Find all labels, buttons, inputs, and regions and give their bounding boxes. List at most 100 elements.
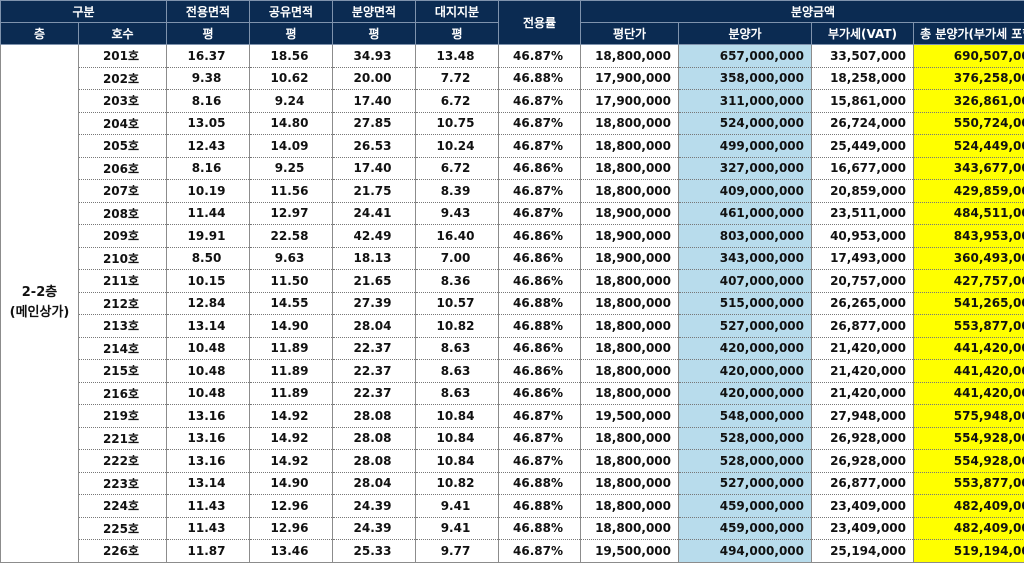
table-row: 223호 13.14 14.90 28.04 10.82 46.88% 18,800,000… (1, 472, 1024, 495)
unit-cell: 201호 (78, 44, 167, 68)
exclusive-area-cell: 10.48 (166, 382, 250, 405)
unit-cell: 204호 (78, 112, 167, 135)
usage-ratio-cell: 46.87% (498, 44, 581, 68)
shared-area-cell: 9.24 (249, 89, 333, 113)
price-per-pyeong-cell: 18,800,000 (580, 337, 679, 360)
land-share-cell: 10.75 (415, 112, 499, 135)
vat-cell: 25,449,000 (811, 134, 914, 158)
vat-cell: 23,409,000 (811, 494, 914, 518)
sale-price-cell: 327,000,000 (678, 157, 812, 180)
sale-area-cell: 26.53 (332, 134, 416, 158)
vat-cell: 26,928,000 (811, 449, 914, 473)
price-per-pyeong-cell: 18,800,000 (580, 134, 679, 158)
price-per-pyeong-cell: 18,800,000 (580, 449, 679, 473)
sale-price-cell: 803,000,000 (678, 224, 812, 248)
usage-ratio-cell: 46.86% (498, 157, 581, 180)
vat-cell: 21,420,000 (811, 382, 914, 405)
table-row: 209호 19.91 22.58 42.49 16.40 46.86% 18,900,000… (1, 224, 1024, 248)
land-share-cell: 9.41 (415, 517, 499, 540)
sale-area-cell: 24.39 (332, 517, 416, 540)
table-row: 219호 13.16 14.92 28.08 10.84 46.87% 19,500,000… (1, 404, 1024, 428)
header-sale-amount: 분양금액 (579, 0, 1024, 23)
total-price-cell: 441,420,000 (912, 382, 1024, 405)
exclusive-area-cell: 9.38 (166, 67, 250, 90)
shared-area-cell: 12.97 (249, 202, 333, 225)
exclusive-area-cell: 11.44 (166, 202, 250, 225)
sale-area-cell: 21.75 (332, 179, 416, 203)
total-price-cell: 360,493,000 (912, 247, 1024, 270)
unit-cell: 223호 (78, 472, 167, 495)
shared-area-cell: 9.63 (249, 247, 333, 270)
shared-area-cell: 18.56 (249, 44, 333, 68)
price-per-pyeong-cell: 18,800,000 (580, 427, 679, 450)
vat-cell: 20,859,000 (811, 179, 914, 203)
sale-price-cell: 358,000,000 (678, 67, 812, 90)
exclusive-area-cell: 10.48 (166, 337, 250, 360)
exclusive-area-cell: 12.84 (166, 292, 250, 315)
total-price-cell: 550,724,000 (912, 112, 1024, 135)
sale-price-cell: 548,000,000 (678, 404, 812, 428)
header-category: 구분 (0, 0, 167, 23)
price-per-pyeong-cell: 18,800,000 (580, 179, 679, 203)
sale-area-cell: 21.65 (332, 269, 416, 293)
header-row-2: 층 호수 평 평 평 평 평단가 분양가 부가세(VAT) 총 분양가(부가세 … (0, 22, 1024, 45)
total-price-cell: 484,511,000 (912, 202, 1024, 225)
sale-price-cell: 420,000,000 (678, 382, 812, 405)
table-row: 202호 9.38 10.62 20.00 7.72 46.88% 17,900,000 35… (1, 67, 1024, 90)
vat-cell: 25,194,000 (811, 539, 914, 563)
unit-cell: 226호 (78, 539, 167, 563)
sale-area-cell: 24.39 (332, 494, 416, 518)
price-per-pyeong-cell: 17,900,000 (580, 67, 679, 90)
usage-ratio-cell: 46.88% (498, 494, 581, 518)
table-row: 215호 10.48 11.89 22.37 8.63 46.86% 18,800,000 4… (1, 359, 1024, 383)
price-per-pyeong-cell: 18,900,000 (580, 224, 679, 248)
table-row: 208호 11.44 12.97 24.41 9.43 46.87% 18,900,000 4… (1, 202, 1024, 225)
unit-cell: 213호 (78, 314, 167, 338)
sale-price-cell: 407,000,000 (678, 269, 812, 293)
sale-area-cell: 25.33 (332, 539, 416, 563)
usage-ratio-cell: 46.88% (498, 472, 581, 495)
vat-cell: 27,948,000 (811, 404, 914, 428)
header-total: 총 분양가(부가세 포함) (912, 22, 1024, 45)
table-row: 226호 11.87 13.46 25.33 9.77 46.87% 19,500,000 4… (1, 539, 1024, 563)
usage-ratio-cell: 46.87% (498, 134, 581, 158)
sale-area-cell: 42.49 (332, 224, 416, 248)
vat-cell: 33,507,000 (811, 44, 914, 68)
price-per-pyeong-cell: 19,500,000 (580, 404, 679, 428)
table-row: 224호 11.43 12.96 24.39 9.41 46.88% 18,800,000 4… (1, 494, 1024, 518)
usage-ratio-cell: 46.88% (498, 292, 581, 315)
land-share-cell: 9.43 (415, 202, 499, 225)
shared-area-cell: 14.90 (249, 314, 333, 338)
land-share-cell: 8.63 (415, 359, 499, 383)
exclusive-area-cell: 13.05 (166, 112, 250, 135)
sale-price-cell: 499,000,000 (678, 134, 812, 158)
total-price-cell: 482,409,000 (912, 494, 1024, 518)
vat-cell: 21,420,000 (811, 359, 914, 383)
price-per-pyeong-cell: 18,800,000 (580, 359, 679, 383)
unit-cell: 206호 (78, 157, 167, 180)
table-row: 213호 13.14 14.90 28.04 10.82 46.88% 18,800,000… (1, 314, 1024, 338)
table-row: 210호 8.50 9.63 18.13 7.00 46.86% 18,900,000 343… (1, 247, 1024, 270)
total-price-cell: 519,194,000 (912, 539, 1024, 563)
shared-area-cell: 14.92 (249, 427, 333, 450)
vat-cell: 26,265,000 (811, 292, 914, 315)
sale-area-cell: 27.39 (332, 292, 416, 315)
sale-price-cell: 420,000,000 (678, 359, 812, 383)
shared-area-cell: 11.56 (249, 179, 333, 203)
usage-ratio-cell: 46.86% (498, 247, 581, 270)
land-share-cell: 9.77 (415, 539, 499, 563)
land-share-cell: 8.39 (415, 179, 499, 203)
exclusive-area-cell: 13.16 (166, 404, 250, 428)
usage-ratio-cell: 46.87% (498, 449, 581, 473)
header-exclusive-area: 전용면적 (166, 0, 250, 23)
sale-area-cell: 28.08 (332, 404, 416, 428)
price-per-pyeong-cell: 18,800,000 (580, 382, 679, 405)
header-sale-price: 분양가 (678, 22, 812, 45)
usage-ratio-cell: 46.86% (498, 224, 581, 248)
sale-price-cell: 409,000,000 (678, 179, 812, 203)
header-unit-shared: 평 (249, 22, 333, 45)
price-per-pyeong-cell: 17,900,000 (580, 89, 679, 113)
price-per-pyeong-cell: 18,800,000 (580, 44, 679, 68)
usage-ratio-cell: 46.86% (498, 382, 581, 405)
sale-price-cell: 528,000,000 (678, 449, 812, 473)
